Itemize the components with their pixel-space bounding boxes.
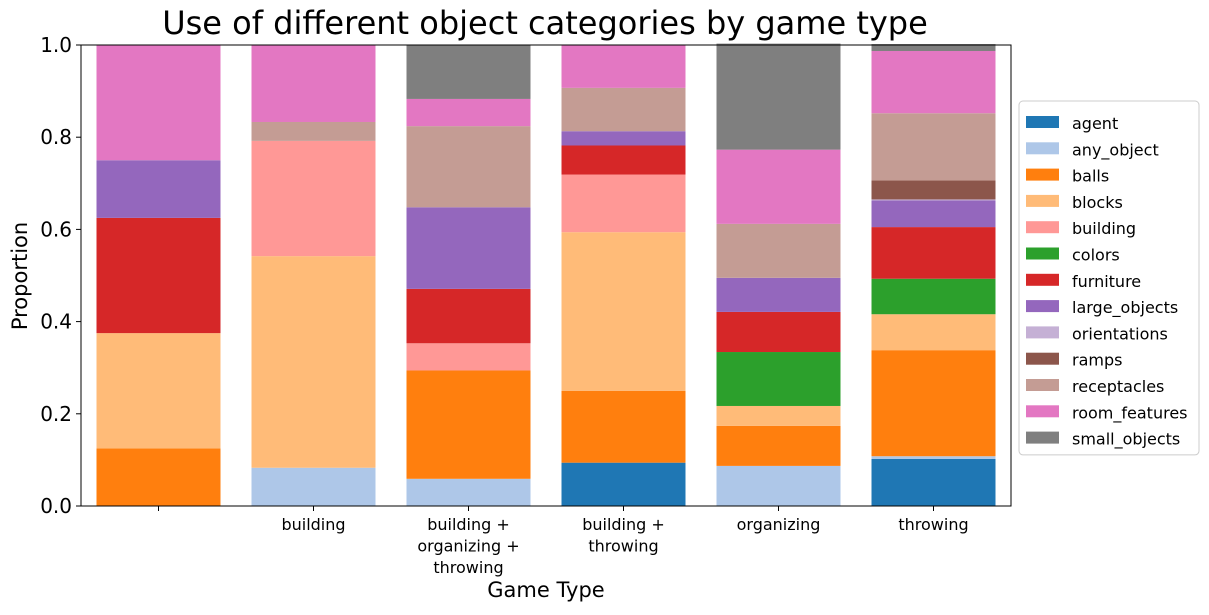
legend-label: orientations [1072, 324, 1168, 343]
legend-label: room_features [1072, 403, 1188, 423]
bars-layer [96, 43, 996, 507]
bar-segment-balls [871, 350, 996, 457]
bar-segment-room-features [716, 149, 841, 224]
x-tick-label: building + [582, 515, 665, 534]
legend-swatch [1026, 352, 1059, 365]
bar-segment-colors [716, 352, 841, 406]
legend-swatch [1026, 379, 1059, 391]
bar-segment-agent [871, 458, 996, 506]
legend-label: building [1072, 219, 1136, 238]
legend-swatch [1026, 168, 1059, 181]
bar-segment-agent [561, 462, 686, 506]
y-tick-label: 0.6 [40, 217, 72, 241]
legend-swatch [1026, 326, 1059, 339]
legend-swatch [1026, 273, 1059, 286]
bar-segment-receptacles [716, 223, 841, 278]
bar-segment-furniture [871, 227, 996, 279]
bar-segment-blocks [716, 405, 841, 426]
x-tick-label: building + [427, 515, 510, 534]
bar-segment-building [251, 140, 376, 257]
plot-frame [80, 44, 1012, 507]
bar-segment-furniture [561, 145, 686, 175]
x-tick-label: organizing + [417, 537, 519, 556]
x-axis: building building + organizing + throwing bu… [158, 506, 969, 577]
bar-segment-any-object [251, 467, 376, 506]
bar-segment-balls [96, 448, 221, 507]
x-tick-label: throwing [588, 537, 658, 556]
bar-segment-colors [871, 278, 996, 315]
y-tick-label: 0.2 [40, 402, 72, 426]
legend-label: colors [1072, 246, 1120, 265]
legend-label: blocks [1072, 193, 1123, 212]
bar-segment-orientations [871, 199, 996, 201]
legend-label: large_objects [1072, 298, 1178, 318]
legend-swatch [1026, 116, 1059, 128]
bar-segment-balls [716, 425, 841, 466]
legend-swatch [1026, 247, 1059, 260]
legend-label: agent [1072, 114, 1118, 133]
legend-swatch [1026, 405, 1059, 418]
bar-segment-room-features [871, 50, 996, 114]
legend-label: receptacles [1072, 377, 1164, 396]
bar-segment-balls [561, 390, 686, 463]
x-tick-label: throwing [433, 558, 503, 577]
legend-label: small_objects [1072, 430, 1180, 450]
legend-frame [1018, 100, 1200, 456]
bar-segment-blocks [871, 314, 996, 351]
bar-segment-blocks [96, 333, 221, 449]
x-tick-label: throwing [898, 515, 968, 534]
bar-segment-large-objects [561, 131, 686, 146]
bar-segment-room-features [96, 45, 221, 161]
bar-segment-receptacles [561, 87, 686, 132]
y-tick-label: 0.4 [40, 310, 72, 334]
bar-segment-small-objects [716, 43, 841, 150]
legend-label: balls [1072, 167, 1109, 186]
bar-segment-any-object [716, 465, 841, 506]
bar-segment-furniture [406, 288, 531, 344]
bar-segment-furniture [96, 217, 221, 334]
bar-segment-building [561, 174, 686, 233]
bar-segment-large-objects [716, 277, 841, 312]
bar-segment-large-objects [96, 160, 221, 218]
bar-segment-any-object [406, 478, 531, 506]
bar-segment-large-objects [871, 200, 996, 228]
y-tick-label: 0.0 [40, 494, 72, 518]
legend-label: furniture [1072, 272, 1141, 291]
bar-segment-room-features [251, 45, 376, 122]
legend-swatch [1026, 221, 1059, 234]
x-tick-label: building [281, 515, 345, 534]
bar-segment-blocks [561, 232, 686, 391]
bar-segment-balls [406, 370, 531, 479]
legend-swatch [1026, 142, 1059, 155]
bar-segment-receptacles [406, 126, 531, 208]
bar-segment-furniture [716, 311, 841, 353]
y-tick-label: 1.0 [40, 33, 72, 57]
bar-segment-any-object [871, 456, 996, 459]
bar-segment-room-features [406, 98, 531, 127]
chart-title: Use of different object categories by ga… [162, 4, 928, 42]
legend-swatch [1026, 194, 1059, 207]
bar-segment-small-objects [871, 44, 996, 51]
bar-segment-room-features [561, 45, 686, 88]
x-tick-label: organizing [737, 515, 821, 534]
bar-segment-blocks [251, 256, 376, 468]
legend-label: ramps [1072, 351, 1122, 370]
bar-segment-large-objects [406, 207, 531, 289]
legend-swatch [1026, 300, 1059, 313]
bar-segment-ramps [871, 180, 996, 200]
y-tick-label: 0.8 [40, 125, 72, 149]
legend-swatch [1026, 431, 1059, 444]
legend-label: any_object [1072, 140, 1159, 160]
bar-segment-receptacles [871, 113, 996, 181]
bar-segment-building [406, 343, 531, 371]
x-axis-label: Game Type [487, 578, 604, 602]
bar-segment-small-objects [406, 45, 531, 99]
bar-segment-receptacles [251, 121, 376, 141]
y-axis: 0.0 0.2 0.4 0.6 0.8 1.0 [40, 33, 81, 518]
y-axis-label: Proportion [8, 222, 32, 330]
